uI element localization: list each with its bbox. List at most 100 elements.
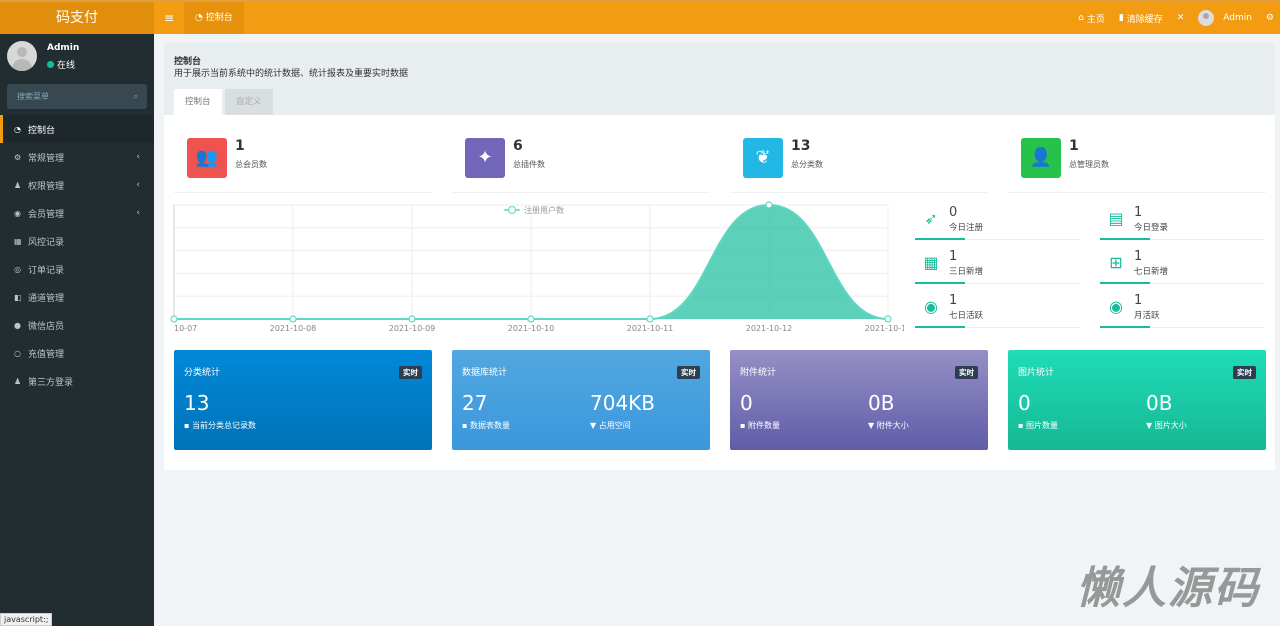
mini-stat-value: 1	[949, 293, 958, 308]
sidebar-item[interactable]: ♟ 权限管理 ‹	[0, 171, 154, 199]
sidebar-item-label: 控制台	[28, 125, 56, 136]
card-label-text: 占用空间	[598, 421, 631, 430]
search-icon[interactable]: ⌕	[133, 92, 138, 101]
data-point[interactable]	[765, 201, 773, 209]
channel-icon: ◧	[14, 292, 22, 302]
data-point[interactable]	[884, 315, 892, 323]
users-icon: 👥	[187, 138, 227, 178]
stat-label: 总插件数	[513, 160, 545, 169]
data-point[interactable]	[408, 315, 416, 323]
mini-stat-value: 1	[1134, 205, 1143, 220]
mini-stat-value: 1	[1134, 249, 1143, 264]
settings-icon[interactable]: ⚙	[1265, 13, 1274, 23]
trash-icon: ▮	[1118, 13, 1124, 23]
cogs-icon: ⚙	[14, 152, 22, 162]
fullscreen-icon[interactable]: ✕	[1176, 13, 1185, 23]
user-panel: Admin 在线	[0, 34, 154, 84]
stat-box: 👥 1 总会员数	[174, 138, 432, 193]
card-value: 13	[184, 391, 210, 415]
sidebar-item[interactable]: ◎ 订单记录	[0, 255, 154, 283]
home-label: 主页	[1086, 14, 1105, 25]
stat-card: 附件统计 实时 0 ▪ 附件数量 0B ▼ 附件大小	[730, 350, 988, 450]
id-card-icon: ▤	[1108, 209, 1124, 228]
sidebar-item[interactable]: ◔ 控制台	[0, 115, 154, 143]
card-value: 0	[1018, 391, 1031, 415]
sidebar-item-label: 订单记录	[28, 265, 65, 276]
user-menu[interactable]: Admin	[1198, 10, 1252, 26]
realtime-badge: 实时	[1233, 366, 1256, 379]
stat-label: 总会员数	[235, 160, 267, 169]
stat-label: 总分类数	[791, 160, 823, 169]
avatar	[1198, 10, 1215, 26]
user-circle-icon: ◉	[924, 297, 938, 316]
logo[interactable]: 码支付	[0, 2, 154, 34]
dashboard-panel: 控制台 用于展示当前系统中的统计数据、统计报表及重要实时数据 控制台 自定义 👥…	[164, 43, 1275, 470]
tab-custom[interactable]: 自定义	[225, 89, 273, 115]
data-point[interactable]	[527, 315, 535, 323]
sidebar-item-label: 通道管理	[28, 293, 65, 304]
mini-stat: ◉ 1 月活跃	[1100, 293, 1265, 328]
area-fill	[174, 205, 888, 319]
menu-search-input[interactable]: 搜索菜单 ⌕	[7, 84, 147, 109]
x-tick-label: 2021-10-10	[508, 324, 555, 333]
user-name: Admin	[1223, 13, 1252, 23]
sidebar-item[interactable]: ▦ 风控记录	[0, 227, 154, 255]
panel-header: 控制台 用于展示当前系统中的统计数据、统计报表及重要实时数据 控制台 自定义	[164, 43, 1275, 115]
card-label: ▪ 数据表数量	[462, 421, 510, 430]
sidebar-item[interactable]: ◧ 通道管理	[0, 283, 154, 311]
data-point[interactable]	[170, 315, 178, 323]
card-value-2: 704KB	[590, 391, 656, 415]
tab-dashboard[interactable]: ◔ 控制台	[184, 2, 244, 34]
mini-stat-value: 0	[949, 205, 958, 220]
sidebar-item-label: 微信店员	[28, 321, 65, 332]
mini-stat-label: 三日新增	[949, 267, 984, 277]
stat-label: 总管理员数	[1069, 160, 1109, 169]
online-dot-icon	[47, 61, 54, 68]
sidebar-item-label: 权限管理	[28, 181, 65, 192]
user-name: Admin	[47, 43, 80, 53]
leaf-icon: ❦	[743, 138, 783, 178]
clear-cache-button[interactable]: ▮ 清除缓存	[1119, 12, 1163, 25]
legend-marker	[508, 206, 516, 214]
tab-dashboard[interactable]: 控制台	[174, 89, 222, 115]
group-icon: ♟	[14, 376, 22, 386]
card-value-2: 0B	[868, 391, 895, 415]
card-label: ▪ 当前分类总记录数	[184, 421, 256, 430]
card-value-2: 0B	[1146, 391, 1173, 415]
sidebar-item[interactable]: ○ 充值管理	[0, 339, 154, 367]
search-placeholder: 搜索菜单	[17, 92, 49, 101]
x-tick-label: 2021-10-11	[627, 324, 674, 333]
sidebar: Admin 在线 搜索菜单 ⌕ ◔ 控制台 ⚙ 常规管理 ‹ ♟ 权限管理 ‹ ◉ 会员管理 ‹ ▦ 风控…	[0, 34, 154, 626]
legend-label[interactable]: 注册用户数	[524, 205, 564, 215]
stat-value: 1	[1069, 138, 1079, 154]
user-circle-icon: ◉	[1109, 297, 1123, 316]
home-link[interactable]: ⌂ 主页	[1078, 12, 1105, 25]
card-label-text: 数据表数量	[469, 421, 510, 430]
card-title: 附件统计	[740, 368, 777, 378]
data-point[interactable]	[646, 315, 654, 323]
chevron-left-icon: ‹	[136, 152, 140, 162]
sidebar-item-label: 会员管理	[28, 209, 65, 220]
menu-toggle-icon[interactable]: ≡	[163, 11, 175, 25]
sidebar-item-label: 第三方登录	[28, 377, 74, 388]
x-tick-label: 10-07	[174, 324, 197, 333]
sidebar-item[interactable]: ⚙ 常规管理 ‹	[0, 143, 154, 171]
stat-box: ❦ 13 总分类数	[730, 138, 988, 193]
sidebar-item-label: 风控记录	[28, 237, 65, 248]
data-point[interactable]	[289, 315, 297, 323]
group-icon: ♟	[14, 180, 22, 190]
calendar-plus-icon: ⊞	[1109, 253, 1123, 272]
card-label-text: 附件大小	[876, 421, 909, 430]
sidebar-item[interactable]: ♟ 第三方登录	[0, 367, 154, 395]
mini-stat-label: 七日新增	[1134, 267, 1169, 277]
sidebar-item[interactable]: ● 微信店员	[0, 311, 154, 339]
realtime-badge: 实时	[677, 366, 700, 379]
card-title: 数据库统计	[462, 368, 508, 378]
chevron-left-icon: ‹	[136, 208, 140, 218]
avatar	[7, 41, 37, 71]
chrome-icon: ◎	[14, 264, 21, 274]
dashboard-icon: ◔	[195, 13, 206, 23]
stat-value: 6	[513, 138, 523, 154]
card-label-text: 图片数量	[1025, 421, 1058, 430]
sidebar-item[interactable]: ◉ 会员管理 ‹	[0, 199, 154, 227]
